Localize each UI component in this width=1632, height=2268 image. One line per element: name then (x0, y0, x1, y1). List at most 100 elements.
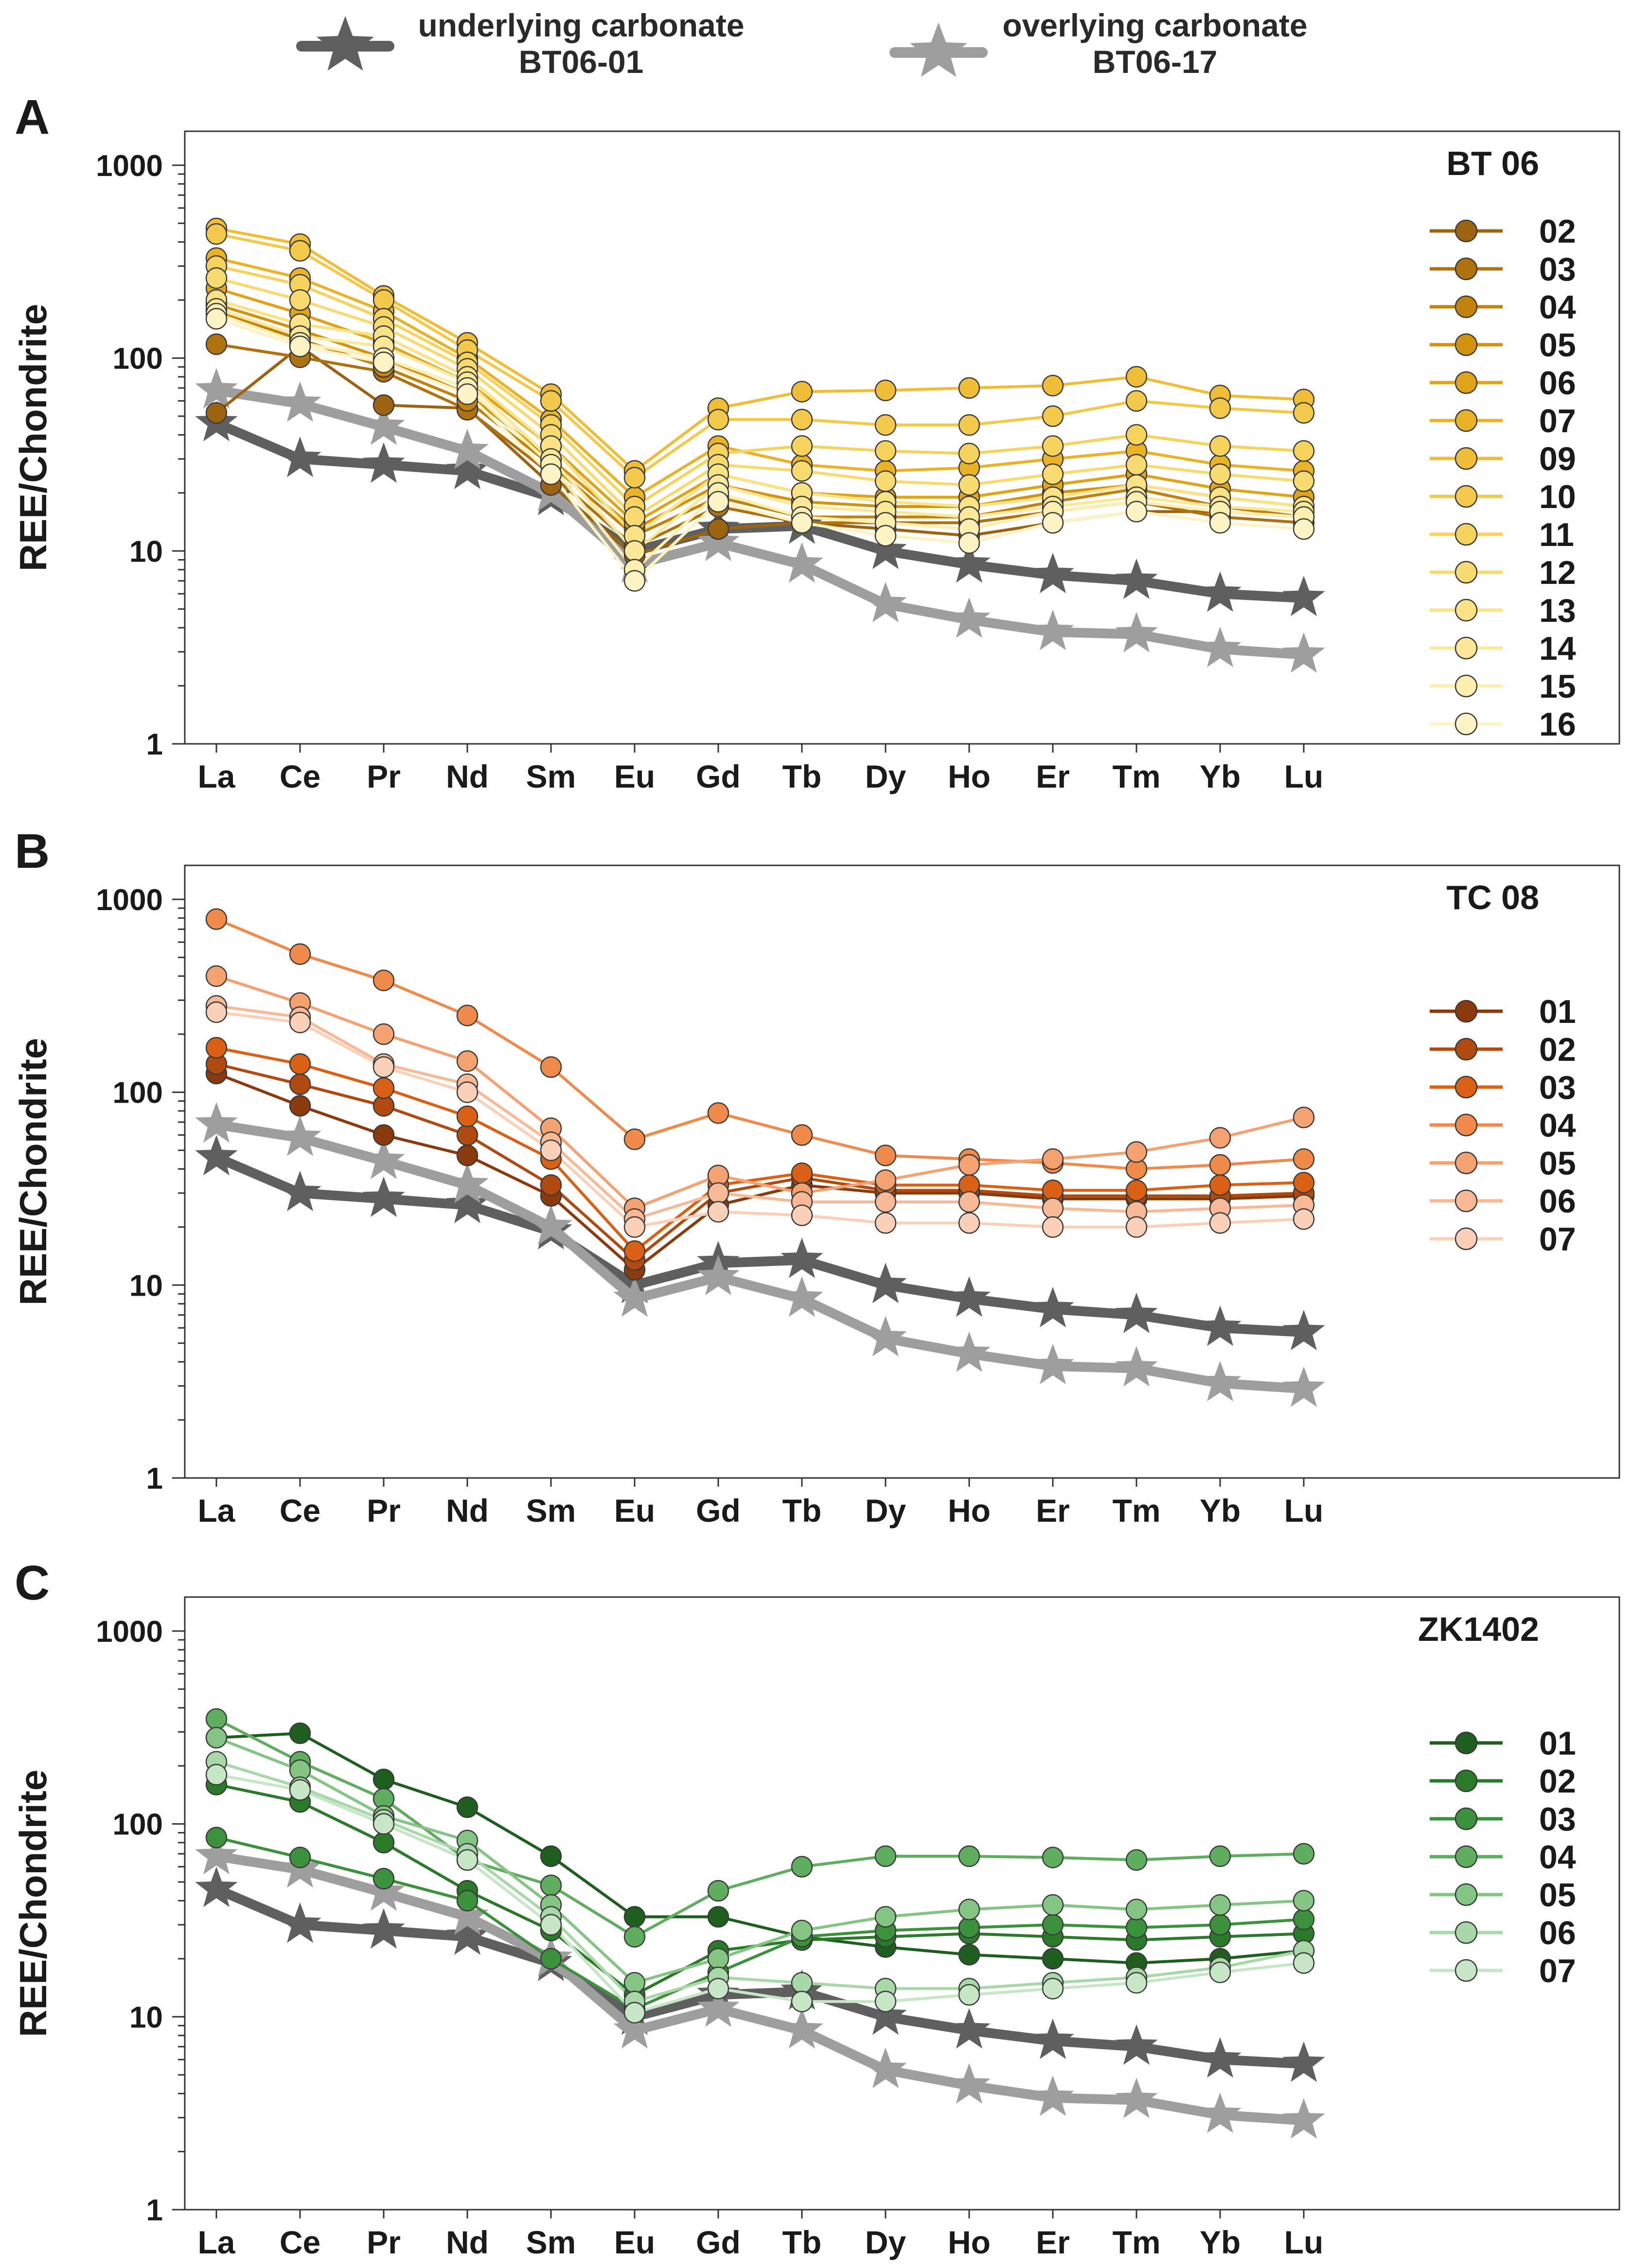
reference-star-point (446, 428, 489, 469)
legend-marker-06 (1455, 1921, 1478, 1944)
series-point-10 (623, 467, 646, 489)
legend-marker-02 (1455, 1037, 1478, 1061)
reference-star-point (1199, 1361, 1242, 1402)
series-line-04 (216, 310, 1304, 537)
y-tick-label: 1000 (96, 149, 163, 183)
reference-star-point (1199, 627, 1242, 668)
legend-label-15: 15 (1539, 668, 1576, 705)
series-point-04 (205, 908, 228, 930)
reference-star-point (864, 1316, 907, 1356)
series-line-12 (216, 276, 1304, 519)
series-line-04 (215, 917, 1304, 1171)
legend-label-03: 03 (1539, 251, 1576, 288)
series-point-07 (874, 1212, 897, 1234)
series-point-10 (874, 414, 897, 436)
series-line-07 (216, 1773, 1304, 2014)
legend-marker-07 (1455, 1959, 1478, 1982)
series-point-05 (958, 1899, 980, 1920)
x-tick-label-dy: Dy (865, 1493, 906, 1529)
series-point-05 (1209, 1127, 1231, 1149)
panel-b: 1 10 100 1000 La Ce Pr Nd Sm Eu Gd Tb Dy Ho Er Tm Yb Lu RE… (12, 824, 1620, 1529)
series-point-05 (456, 1050, 479, 1072)
series-point-02 (707, 518, 729, 540)
top-legend: underlying carbonate BT06-01 overlying c… (296, 7, 1308, 80)
series-point-16 (958, 532, 980, 554)
plot-frame (184, 1596, 1620, 2211)
series-point-05 (1293, 1890, 1315, 1912)
y-tick-label: 100 (113, 342, 163, 376)
legend-label-01: 01 (1539, 993, 1576, 1030)
reference-star-point (446, 1914, 489, 1955)
series-point-01 (623, 1906, 646, 1928)
series-point-12 (958, 474, 980, 496)
series-point-07 (456, 1849, 479, 1871)
legend-label-02: 02 (1539, 1763, 1576, 1800)
y-tick-label: 100 (113, 1076, 163, 1110)
series-point-10 (791, 408, 813, 431)
reference-star-point (1031, 2018, 1074, 2059)
series-point-03 (540, 1948, 562, 1970)
reference-star-point (362, 1908, 405, 1949)
y-axis-title: REE/Chondrite (12, 1770, 54, 2037)
x-tick-label-sm: Sm (526, 1493, 576, 1529)
series-point-02 (456, 1124, 479, 1146)
reference-star-point (1031, 1344, 1074, 1385)
series-point-03 (373, 1077, 395, 1099)
series-point-16 (791, 512, 813, 534)
legend-label-10: 10 (1539, 478, 1576, 515)
series-point-07 (1209, 1212, 1231, 1234)
x-tick-label-la: La (197, 758, 235, 794)
reference-line-underlying (212, 1152, 1309, 1337)
legend-marker-04 (1455, 1845, 1478, 1868)
series-point-11 (958, 442, 980, 465)
x-tick-label-er: Er (1036, 2224, 1070, 2260)
series-point-12 (1209, 463, 1231, 485)
reference-star-point (1031, 610, 1074, 651)
x-tick-label-sm: Sm (526, 2224, 576, 2260)
series-point-11 (1209, 435, 1231, 457)
legend-label-09: 09 (1539, 440, 1576, 477)
series-point-07 (1042, 1978, 1064, 2000)
legend-marker-07 (1455, 1227, 1478, 1250)
panel-letter: A (15, 90, 50, 144)
x-tick-label-dy: Dy (865, 758, 906, 794)
x-tick-label-tm: Tm (1113, 1493, 1161, 1529)
legend-label-07: 07 (1539, 403, 1576, 440)
legend-label-02: 02 (1539, 1031, 1576, 1068)
x-tick-label-tb: Tb (782, 758, 822, 794)
legend-label-14: 14 (1539, 630, 1576, 667)
series-point-04 (791, 1124, 813, 1146)
series-point-05 (373, 1023, 395, 1045)
legend-label-04: 04 (1539, 1839, 1576, 1876)
x-tick-label-ho: Ho (948, 1493, 991, 1529)
series-point-05 (874, 1169, 897, 1191)
x-tick-label-tm: Tm (1113, 758, 1161, 794)
series-line-05 (216, 974, 1304, 1210)
series-point-02 (289, 1073, 311, 1095)
x-tick-label-nd: Nd (446, 2224, 489, 2260)
series-point-11 (1125, 424, 1148, 446)
series-point-12 (791, 460, 813, 482)
series-point-06 (1042, 1197, 1064, 1219)
series-point-04 (707, 1102, 729, 1124)
legend-marker-02 (1455, 219, 1478, 243)
legend-label-16: 16 (1539, 706, 1576, 743)
reference-star-point (1031, 2075, 1074, 2116)
reference-star-point (1282, 1310, 1325, 1351)
series-line-01 (216, 1732, 1304, 1965)
series-point-03 (1125, 1179, 1148, 1201)
series-point-07 (1293, 1952, 1315, 1974)
legend-marker-03 (1455, 1807, 1478, 1830)
y-tick-label: 1000 (96, 1615, 163, 1649)
series-point-04 (791, 1856, 813, 1878)
series-point-07 (373, 1813, 395, 1835)
series-point-03 (1209, 1914, 1231, 1936)
legend-marker-07 (1455, 409, 1478, 432)
x-tick-label-ho: Ho (948, 758, 991, 794)
series-point-05 (791, 1919, 813, 1942)
series-point-05 (205, 965, 228, 987)
series-point-02 (373, 1831, 395, 1854)
y-tick-label: 10 (129, 1269, 163, 1302)
series-point-07 (540, 1139, 562, 1161)
x-tick-label-eu: Eu (614, 2224, 655, 2260)
